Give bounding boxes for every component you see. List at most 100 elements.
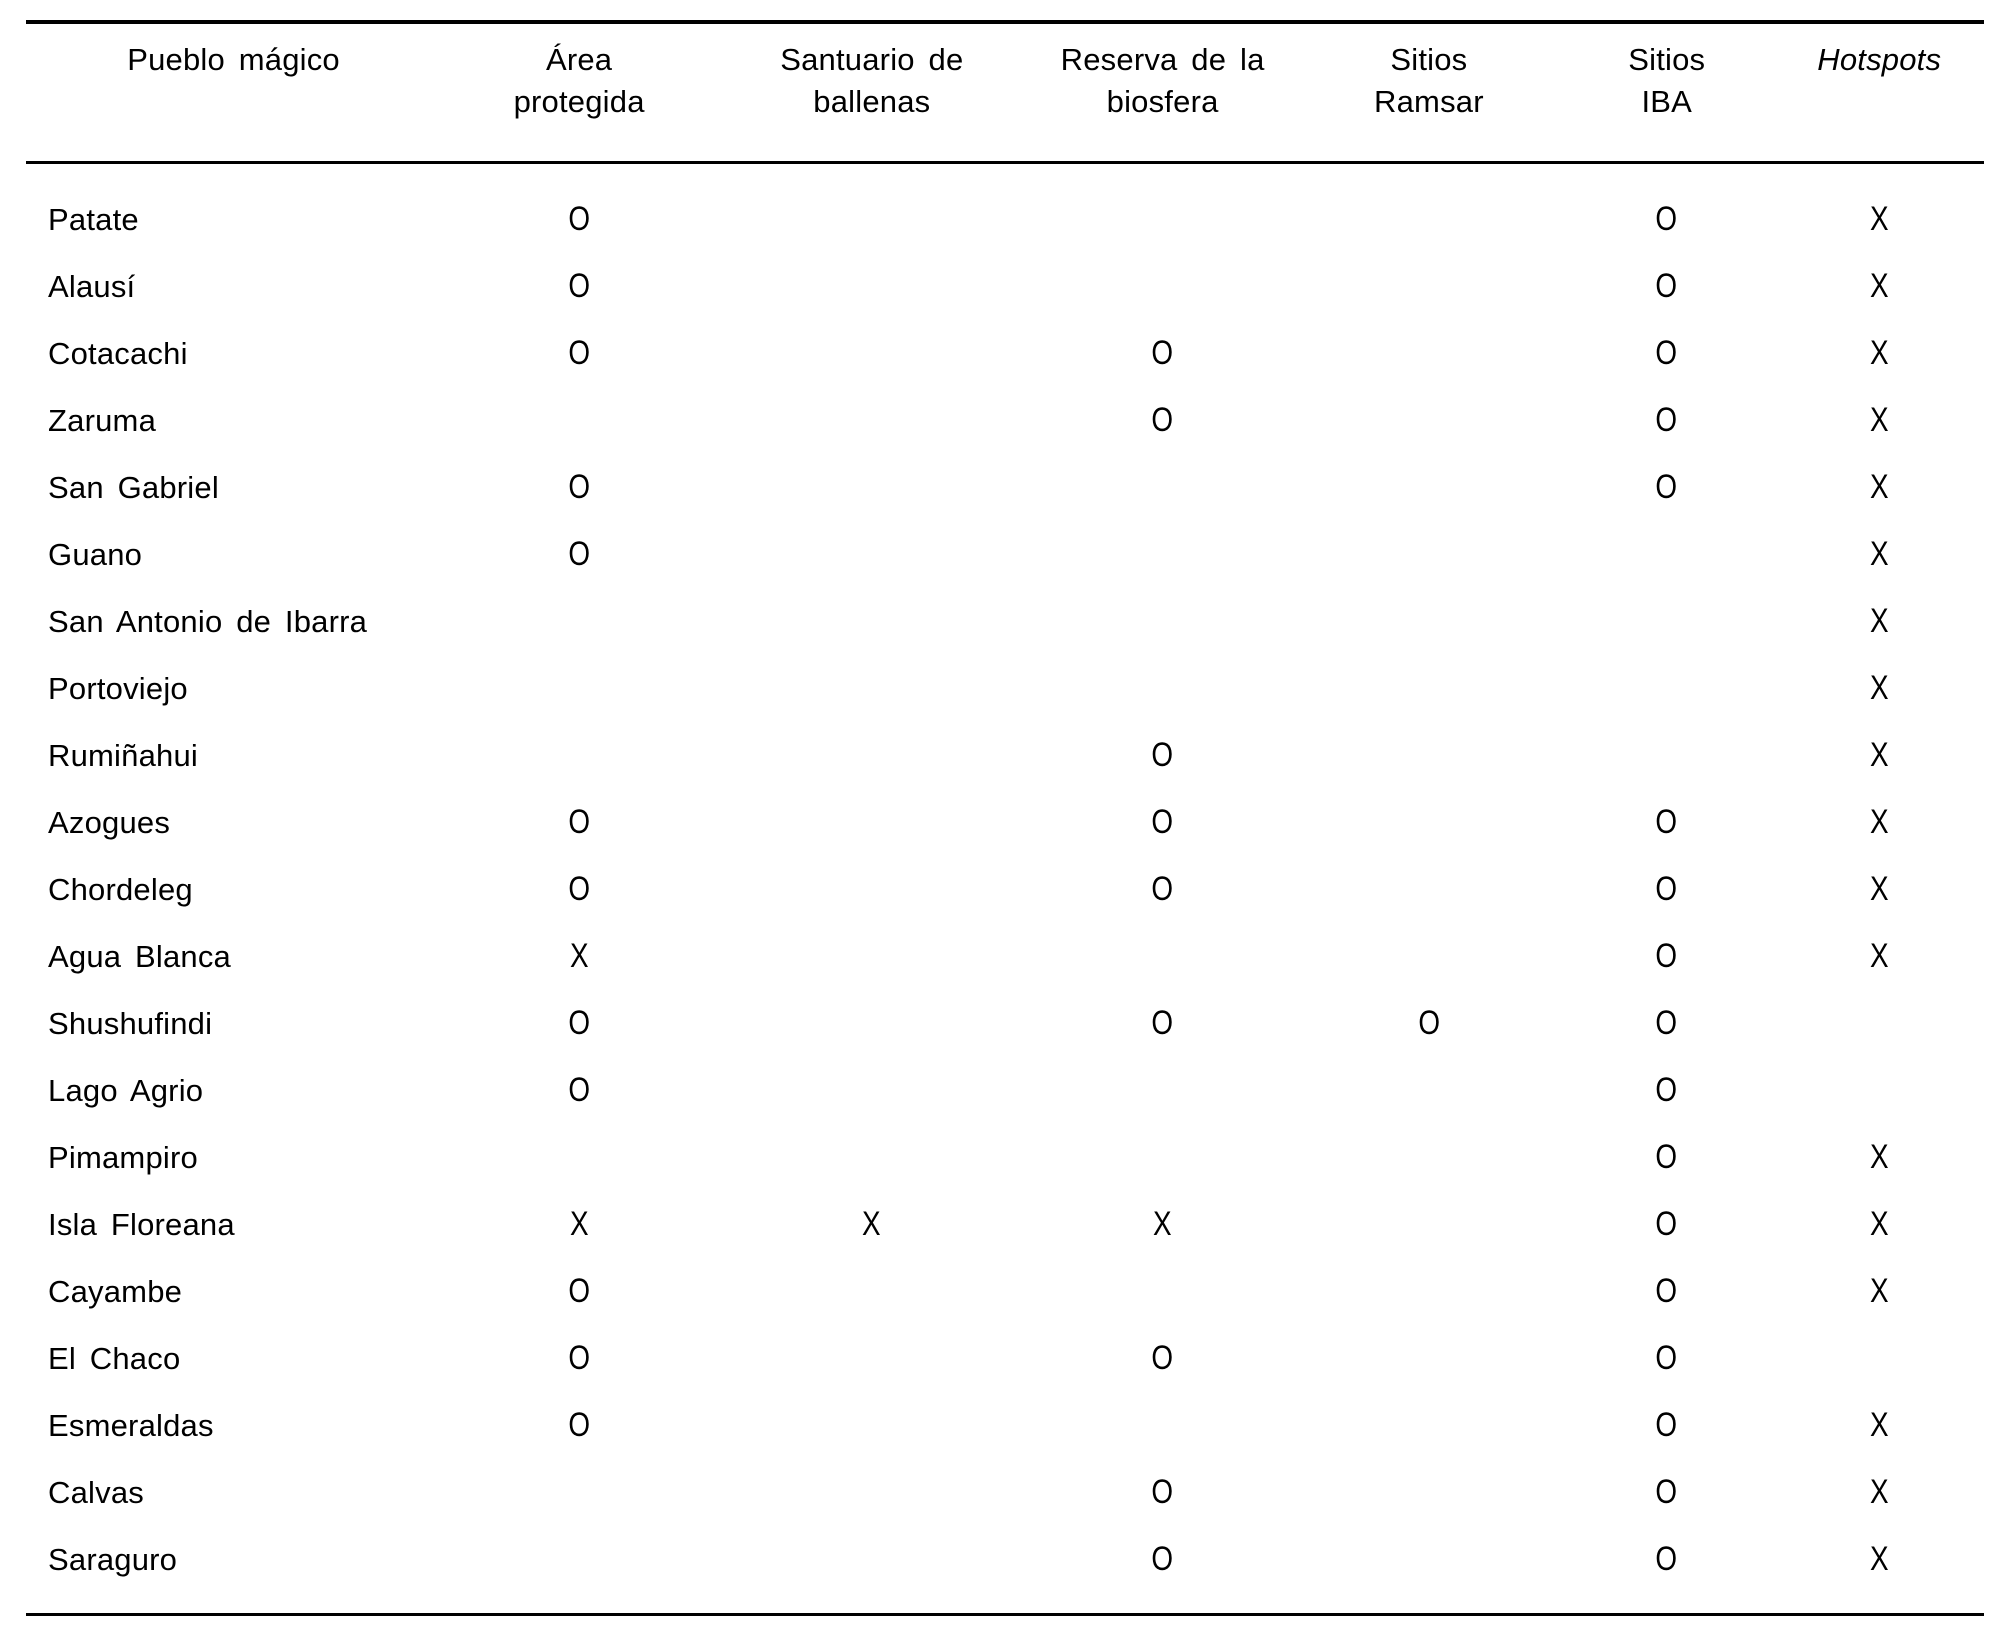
header-label: Santuario de (780, 42, 964, 77)
mark-sitios-ramsar (1299, 923, 1559, 990)
mark-reserva-biosfera: X (1153, 1205, 1172, 1243)
mark-hotspots: X (1869, 200, 1889, 238)
table-row: Agua Blanca X O X (26, 923, 1984, 990)
table-row: Rumiñahui O X (26, 722, 1984, 789)
header-label: Sitios (1628, 42, 1706, 77)
mark-hotspots: X (1869, 736, 1889, 774)
table-row: San Gabriel O O X (26, 454, 1984, 521)
mark-sitios-iba: O (1655, 468, 1678, 506)
mark-area-protegida: O (568, 1071, 591, 1109)
header-label: Área (545, 42, 613, 77)
mark-hotspots: X (1869, 401, 1889, 439)
table-row: San Antonio de Ibarra X (26, 588, 1984, 655)
mark-reserva-biosfera (1027, 253, 1299, 320)
table-row: Portoviejo X (26, 655, 1984, 722)
mark-hotspots: X (1869, 1138, 1889, 1176)
mark-santuario-ballenas (717, 1258, 1026, 1325)
table-row: Calvas O O X (26, 1459, 1984, 1526)
mark-sitios-ramsar (1299, 1258, 1559, 1325)
mark-sitios-ramsar (1299, 588, 1559, 655)
mark-sitios-iba: O (1655, 937, 1678, 975)
mark-sitios-ramsar (1299, 320, 1559, 387)
mark-area-protegida (441, 588, 717, 655)
pueblo-name: Portoviejo (48, 670, 188, 706)
mark-reserva-biosfera: O (1151, 736, 1174, 774)
mark-santuario-ballenas (717, 1392, 1026, 1459)
header-sitios-iba: Sitios IBA (1559, 22, 1774, 163)
mark-sitios-ramsar (1299, 454, 1559, 521)
mark-hotspots: X (1869, 535, 1889, 573)
table-row: Pimampiro O X (26, 1124, 1984, 1191)
mark-hotspots: X (1869, 803, 1889, 841)
mark-area-protegida (441, 1124, 717, 1191)
mark-area-protegida: O (568, 1406, 591, 1444)
header-label: Sitios (1390, 42, 1468, 77)
mark-sitios-ramsar (1299, 856, 1559, 923)
mark-area-protegida: O (568, 803, 591, 841)
mark-sitios-ramsar (1299, 1057, 1559, 1124)
mark-reserva-biosfera (1027, 655, 1299, 722)
mark-reserva-biosfera: O (1151, 1004, 1174, 1042)
mark-santuario-ballenas (717, 454, 1026, 521)
mark-reserva-biosfera (1027, 521, 1299, 588)
mark-santuario-ballenas: X (862, 1205, 882, 1243)
mark-santuario-ballenas (717, 521, 1026, 588)
mark-area-protegida: O (568, 870, 591, 908)
header-santuario-ballenas: Santuario de ballenas (717, 22, 1026, 163)
mark-sitios-ramsar (1299, 163, 1559, 254)
mark-hotspots: X (1869, 1205, 1889, 1243)
mark-hotspots: X (1869, 1473, 1889, 1511)
mark-area-protegida: O (568, 267, 591, 305)
mark-reserva-biosfera: O (1151, 401, 1174, 439)
header-pueblo-magico: Pueblo mágico (26, 22, 441, 163)
mark-area-protegida: O (568, 200, 591, 238)
mark-sitios-iba (1559, 655, 1774, 722)
mark-area-protegida: O (568, 535, 591, 573)
mark-reserva-biosfera (1027, 1124, 1299, 1191)
mark-sitios-ramsar (1299, 1459, 1559, 1526)
table-row: Zaruma O O X (26, 387, 1984, 454)
mark-santuario-ballenas (717, 588, 1026, 655)
pueblo-name: Esmeraldas (48, 1407, 214, 1443)
mark-sitios-ramsar (1299, 1191, 1559, 1258)
mark-hotspots: X (1869, 1540, 1889, 1578)
mark-sitios-ramsar (1299, 387, 1559, 454)
mark-hotspots: X (1869, 334, 1889, 372)
mark-area-protegida (441, 387, 717, 454)
mark-hotspots (1774, 990, 1984, 1057)
mark-sitios-iba: O (1655, 1540, 1678, 1578)
table-row: Saraguro O O X (26, 1526, 1984, 1615)
pueblo-name: Zaruma (48, 402, 157, 438)
mark-area-protegida (441, 722, 717, 789)
table-body: Patate O O X Alausí O O X Cotacachi O O … (26, 163, 1984, 1615)
mark-area-protegida (441, 655, 717, 722)
pueblo-name: Cotacachi (48, 335, 188, 371)
mark-sitios-iba: O (1655, 334, 1678, 372)
table-row: Alausí O O X (26, 253, 1984, 320)
header-reserva-biosfera: Reserva de la biosfera (1027, 22, 1299, 163)
mark-santuario-ballenas (717, 1459, 1026, 1526)
mark-sitios-ramsar (1299, 655, 1559, 722)
table-row: Shushufindi O O O O (26, 990, 1984, 1057)
mark-sitios-iba (1559, 588, 1774, 655)
mark-sitios-iba: O (1655, 1272, 1678, 1310)
mark-area-protegida: O (568, 1339, 591, 1377)
mark-sitios-iba: O (1655, 401, 1678, 439)
pueblo-name: Agua Blanca (48, 938, 231, 974)
table-row: Chordeleg O O O X (26, 856, 1984, 923)
mark-sitios-iba: O (1655, 200, 1678, 238)
mark-sitios-iba: O (1655, 267, 1678, 305)
pueblo-name: Pimampiro (48, 1139, 198, 1175)
mark-reserva-biosfera (1027, 923, 1299, 990)
mark-sitios-iba: O (1655, 1339, 1678, 1377)
mark-area-protegida: O (568, 1272, 591, 1310)
pueblo-name: Calvas (48, 1474, 144, 1510)
table-header: Pueblo mágico Área protegida Santuario d… (26, 22, 1984, 163)
mark-sitios-ramsar (1299, 521, 1559, 588)
header-label: Pueblo mágico (127, 42, 340, 77)
header-row: Pueblo mágico Área protegida Santuario d… (26, 22, 1984, 163)
pueblo-name: Rumiñahui (48, 737, 198, 773)
pueblo-name: Isla Floreana (48, 1206, 235, 1242)
pueblo-name: San Gabriel (48, 469, 219, 505)
mark-santuario-ballenas (717, 253, 1026, 320)
